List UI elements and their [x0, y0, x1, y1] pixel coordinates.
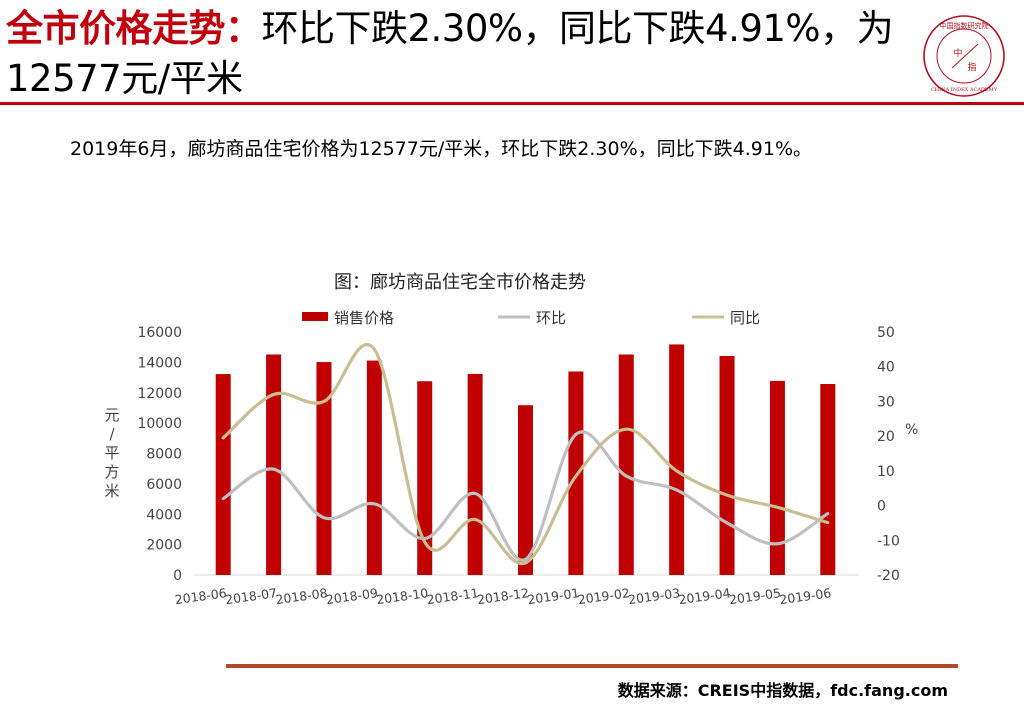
chart-title: 图：廊坊商品住宅全市价格走势	[334, 272, 586, 293]
logo-inner-ring	[936, 28, 992, 84]
y-left-axis-label-char: 平	[104, 444, 119, 462]
bar-sales-price	[769, 380, 785, 575]
y-left-tick-label: 2000	[146, 538, 182, 554]
chart-legend: 销售价格 环比 同比	[302, 309, 760, 327]
x-tick-label: 2018-12	[476, 585, 530, 607]
x-tick-label: 2018-09	[325, 585, 379, 607]
y-right-tick-label: -20	[877, 568, 900, 584]
page-title-highlight: 全市价格走势：	[6, 7, 262, 50]
page-title: 全市价格走势：环比下跌2.30%，同比下跌4.91%，为12577元/平米	[6, 4, 906, 104]
y-left-tick-label: 6000	[146, 477, 182, 493]
bar-sales-price	[366, 360, 382, 575]
y-left-tick-label: 14000	[137, 355, 182, 371]
line-mom	[221, 430, 830, 562]
bar-sales-price	[518, 405, 533, 575]
logo-text-bottom: CHINA INDEX ACADEMY	[931, 87, 998, 93]
bar-sales-price	[820, 383, 836, 575]
bar-series-group	[215, 344, 836, 575]
bar-sales-price	[316, 362, 332, 575]
logo-center-top: 中	[953, 47, 962, 59]
y-right-axis-label: %	[905, 422, 918, 438]
legend-sales-price-swatch	[302, 312, 328, 321]
chart-axes: 0 2000 4000 6000 8000 10000 12000 14000 16000 -20…	[104, 325, 918, 584]
data-source: 数据来源：CREIS中指数据，fdc.fang.com	[617, 681, 948, 700]
x-tick-label: 2018-06	[174, 585, 228, 607]
academy-logo: 中国指数研究院 CHINA INDEX ACADEMY 中 指	[923, 15, 1005, 97]
x-tick-label: 2019-02	[577, 585, 631, 607]
legend-yoy-label: 同比	[730, 309, 760, 327]
y-left-tick-label: 12000	[137, 386, 182, 402]
bar-sales-price	[719, 355, 735, 575]
y-left-axis-label-char: 元	[104, 406, 119, 424]
y-right-tick-label: 40	[877, 360, 895, 376]
y-left-axis-label-char: 米	[104, 482, 119, 500]
logo-text-top: 中国指数研究院	[940, 21, 989, 30]
y-right-tick-label: -10	[877, 533, 900, 549]
bar-sales-price	[669, 344, 685, 575]
summary-text: 2019年6月，廊坊商品住宅价格为12577元/平米，环比下跌2.30%，同比下…	[70, 138, 813, 160]
legend-sales-price-label: 销售价格	[334, 309, 394, 327]
bar-sales-price	[618, 354, 634, 575]
bar-sales-price	[266, 354, 282, 575]
line-series-group	[221, 343, 830, 566]
y-right-tick-label: 30	[877, 394, 895, 410]
x-tick-label: 2019-05	[728, 585, 782, 607]
line-yoy	[221, 343, 830, 566]
bar-sales-price	[467, 373, 483, 575]
logo-diagonal	[951, 43, 979, 69]
y-left-tick-label: 10000	[137, 416, 182, 432]
page-title-rest: 环比下跌2.30%，同比下跌4.91%，为12577元/平米	[6, 7, 894, 100]
legend-mom-label: 环比	[536, 309, 566, 327]
y-right-tick-label: 0	[877, 499, 886, 515]
x-tick-label: 2019-01	[526, 585, 580, 607]
y-right-tick-label: 50	[877, 325, 895, 341]
x-tick-label: 2019-06	[778, 585, 832, 607]
y-left-axis-label-char: 方	[104, 463, 119, 481]
y-left-tick-label: 0	[173, 568, 182, 584]
y-right-tick-label: 20	[877, 429, 895, 445]
logo-outer-ring	[923, 15, 1005, 97]
x-tick-label: 2018-07	[224, 585, 278, 607]
bar-sales-price	[568, 371, 584, 575]
y-left-axis-label-char: /	[109, 425, 115, 443]
y-left-tick-label: 8000	[146, 447, 182, 463]
price-trend-chart: 图：廊坊商品住宅全市价格走势 销售价格 环比 同比 0 2000 4000 6000 800…	[104, 272, 918, 607]
y-left-tick-label: 16000	[137, 325, 182, 341]
x-axis-ticks: 2018-062018-072018-082018-092018-102018-…	[174, 585, 832, 607]
footer-divider	[226, 664, 958, 668]
x-tick-label: 2018-08	[275, 585, 329, 607]
bar-sales-price	[215, 374, 231, 575]
x-tick-label: 2019-03	[627, 585, 681, 607]
y-right-tick-label: 10	[877, 464, 895, 480]
x-tick-label: 2018-10	[375, 585, 429, 607]
bar-sales-price	[417, 381, 433, 575]
y-left-tick-label: 4000	[146, 507, 182, 523]
title-divider	[0, 102, 1024, 105]
logo-center-bottom: 指	[967, 61, 976, 73]
x-tick-label: 2018-11	[426, 585, 480, 607]
x-tick-label: 2019-04	[678, 585, 732, 607]
